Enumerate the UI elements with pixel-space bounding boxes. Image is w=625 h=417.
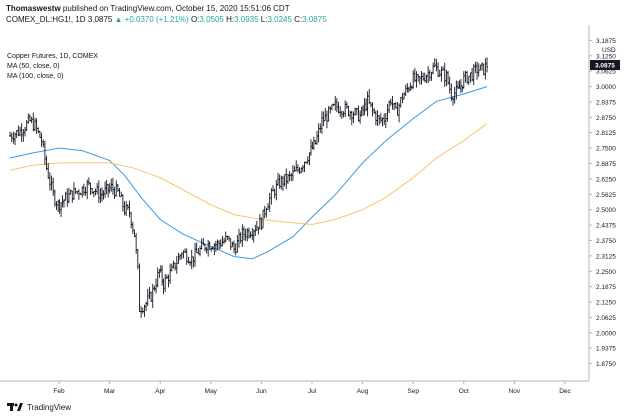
time-tick-label: Mar: [104, 388, 116, 395]
symbol-line: COMEX_DL:HG1!, 1D 3.0875 ▲ +0.0370 (+1.2…: [6, 14, 327, 25]
price-tick-label: 3.1875: [596, 38, 616, 45]
price-tick-label: 2.6875: [596, 161, 616, 168]
time-tick-label: Jun: [256, 388, 267, 395]
price-tick-label: 2.8125: [596, 130, 616, 137]
symbol-label: COMEX_DL:HG1!, 1D: [6, 15, 86, 24]
time-tick-label: Feb: [53, 388, 65, 395]
low-value: 3.0245: [267, 15, 292, 24]
published-text: published on TradingView.com, October 15…: [62, 4, 290, 13]
time-tick-label: Nov: [509, 388, 521, 395]
price-tick-label: 2.5625: [596, 192, 616, 199]
last-price: 3.0875: [87, 15, 113, 24]
time-tick-label: May: [205, 388, 218, 395]
chart-legend: Copper Futures, 1D, COMEX MA (50, close,…: [7, 52, 98, 82]
price-tick-label: 2.0000: [596, 330, 616, 337]
price-tick-label: 2.3125: [596, 253, 616, 260]
price-tick-label: 2.5000: [596, 207, 616, 214]
price-tick-label: 2.8750: [596, 115, 616, 122]
legend-ma100[interactable]: MA (100, close, 0): [7, 73, 64, 80]
price-tick-label: 2.4375: [596, 223, 616, 230]
current-price-label: 3.0875: [595, 63, 615, 70]
low-label: L:: [260, 15, 268, 24]
price-tick-label: 1.8750: [596, 361, 616, 368]
ma50-line[interactable]: [9, 86, 488, 260]
open-label: O:: [190, 15, 200, 24]
chart-area[interactable]: 3.1875 3.1250 3.0625 3.0000 2.9375 2.8750 2.81…: [0, 25, 625, 405]
tradingview-logo-icon[interactable]: [7, 402, 23, 412]
price-tick-label: 2.7500: [596, 146, 616, 153]
time-tick-label: Aug: [357, 388, 369, 395]
ma100-line[interactable]: [9, 123, 488, 226]
time-tick-label: Sep: [407, 388, 419, 395]
high-value: 3.0935: [234, 15, 259, 24]
price-tick-label: 3.0625: [596, 69, 616, 76]
publish-line: Thomaswestw published on TradingView.com…: [6, 3, 327, 14]
price-tick-label: 3.1250: [596, 53, 616, 60]
price-change: ▲ +0.0370 (+1.21%): [114, 15, 189, 24]
legend-ma50[interactable]: MA (50, close, 0): [7, 63, 60, 70]
price-tick-label: 2.1250: [596, 300, 616, 307]
price-tick-label: 2.9375: [596, 99, 616, 106]
footer: TradingView: [7, 402, 71, 412]
axis-unit-label: USD: [602, 47, 616, 54]
time-tick-label: Dec: [559, 388, 571, 395]
price-tick-label: 2.3750: [596, 238, 616, 245]
high-label: H:: [226, 15, 235, 24]
close-value: 3.0875: [302, 15, 327, 24]
price-tick-label: 3.0000: [596, 84, 616, 91]
price-tick-label: 2.2500: [596, 269, 616, 276]
open-value: 3.0505: [199, 15, 224, 24]
close-label: C:: [294, 15, 303, 24]
time-tick-label: Oct: [459, 388, 469, 395]
price-tick-label: 1.9375: [596, 346, 616, 353]
legend-title: Copper Futures, 1D, COMEX: [7, 53, 99, 60]
price-chart[interactable]: 3.1875 3.1250 3.0625 3.0000 2.9375 2.8750 2.81…: [0, 25, 625, 405]
price-tick-label: 2.1875: [596, 284, 616, 291]
time-tick-label: Apr: [155, 388, 166, 395]
current-price-tag: [590, 60, 620, 71]
chart-header: Thomaswestw published on TradingView.com…: [6, 3, 327, 25]
time-tick-label: Jul: [308, 388, 317, 395]
price-tick-label: 2.0625: [596, 315, 616, 322]
price-tick-label: 2.6250: [596, 176, 616, 183]
author-name[interactable]: Thomaswestw: [6, 4, 61, 13]
footer-brand[interactable]: TradingView: [27, 402, 72, 412]
